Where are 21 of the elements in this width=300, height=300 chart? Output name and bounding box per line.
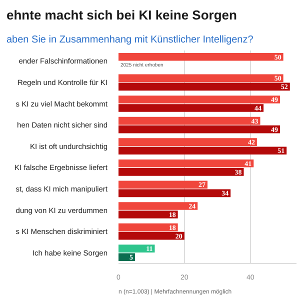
bar [118,202,198,210]
bar [118,168,244,176]
bar [118,189,231,198]
bar [118,96,280,104]
bar [118,82,290,91]
bar [118,104,264,112]
bar [118,223,178,232]
bar [118,253,135,262]
bar [118,125,280,134]
chart-title: ehnte macht sich bei KI keine Sorgen [6,8,238,22]
bar [118,159,254,168]
bar [118,180,208,189]
chart-subtitle: aben Sie in Zusammenhang mit Künstlicher Intelligenz? [6,34,254,46]
bar [118,116,260,125]
bar [118,232,184,240]
bar [118,138,257,146]
bar [118,146,287,155]
bar [118,210,178,218]
bar [118,244,155,253]
bar [118,74,284,82]
bar [118,52,284,61]
